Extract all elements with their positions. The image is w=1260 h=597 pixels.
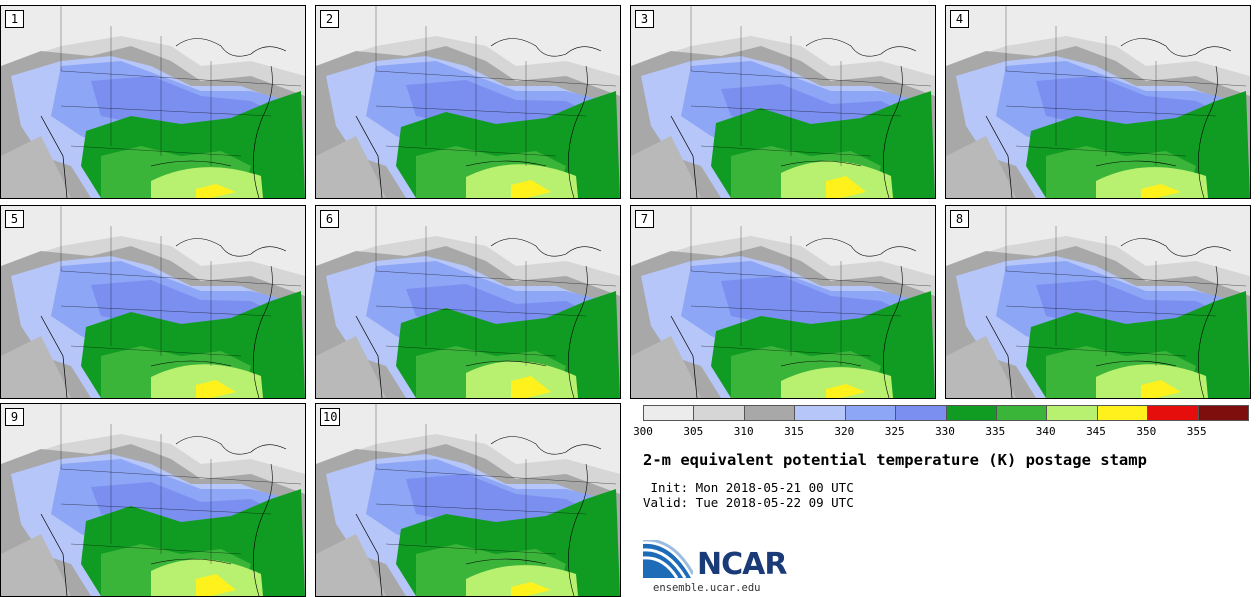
colorbar-segment <box>694 406 745 420</box>
panel-number: 3 <box>635 10 654 28</box>
colorbar-segment <box>795 406 846 420</box>
map-panel-8: 8 <box>945 205 1251 399</box>
colorbar-tick-label: 305 <box>683 425 704 438</box>
colorbar-tick-label: 335 <box>985 425 1006 438</box>
colorbar-tick-label: 300 <box>633 425 653 438</box>
colorbar-tick-label: 315 <box>784 425 804 438</box>
ncar-logo-text: NCAR <box>697 547 787 582</box>
valid-time: Valid: Tue 2018-05-22 09 UTC <box>643 495 854 510</box>
colorbar-segment <box>896 406 947 420</box>
panel-number: 6 <box>320 210 339 228</box>
colorbar-segment <box>1097 406 1149 420</box>
colorbar-tick-label: 350 <box>1136 425 1157 438</box>
colorbar-segment <box>1198 406 1249 420</box>
run-info: Init: Mon 2018-05-21 00 UTC Valid: Tue 2… <box>643 480 854 510</box>
map-panel-9: 9 <box>0 403 306 597</box>
colorbar-segment <box>845 406 897 420</box>
colorbar-tick-label: 340 <box>1035 425 1056 438</box>
map-panel-6: 6 <box>315 205 621 399</box>
panel-number: 4 <box>950 10 969 28</box>
panel-number: 1 <box>5 10 24 28</box>
colorbar <box>643 405 1249 421</box>
colorbar-segment <box>946 406 997 420</box>
panel-number: 9 <box>5 408 24 426</box>
colorbar-tick-label: 330 <box>935 425 955 438</box>
colorbar-tick-label: 355 <box>1186 425 1207 438</box>
panel-number: 5 <box>5 210 24 228</box>
map-title: 2-m equivalent potential temperature (K)… <box>643 451 1147 469</box>
site-url: ensemble.ucar.edu <box>653 582 761 594</box>
map-panel-1: 1 <box>0 5 306 199</box>
panel-number: 2 <box>320 10 339 28</box>
colorbar-segment <box>644 406 695 420</box>
colorbar-segment <box>1047 406 1098 420</box>
panel-number: 8 <box>950 210 969 228</box>
colorbar-tick-label: 320 <box>834 425 855 438</box>
panel-number: 10 <box>320 408 341 426</box>
init-time: Init: Mon 2018-05-21 00 UTC <box>643 480 854 495</box>
panel-number: 7 <box>635 210 654 228</box>
map-panel-2: 2 <box>315 5 621 199</box>
colorbar-segment <box>996 406 1048 420</box>
colorbar-tick-label: 310 <box>733 425 754 438</box>
colorbar-tick-label: 325 <box>884 425 905 438</box>
map-panel-3: 3 <box>630 5 936 199</box>
map-panel-4: 4 <box>945 5 1251 199</box>
colorbar-segment <box>1148 406 1199 420</box>
colorbar-segment <box>744 406 796 420</box>
ncar-logo-icon <box>643 540 693 579</box>
map-panel-10: 10 <box>315 403 621 597</box>
colorbar-tick-label: 345 <box>1086 425 1106 438</box>
map-panel-5: 5 <box>0 205 306 399</box>
map-panel-7: 7 <box>630 205 936 399</box>
